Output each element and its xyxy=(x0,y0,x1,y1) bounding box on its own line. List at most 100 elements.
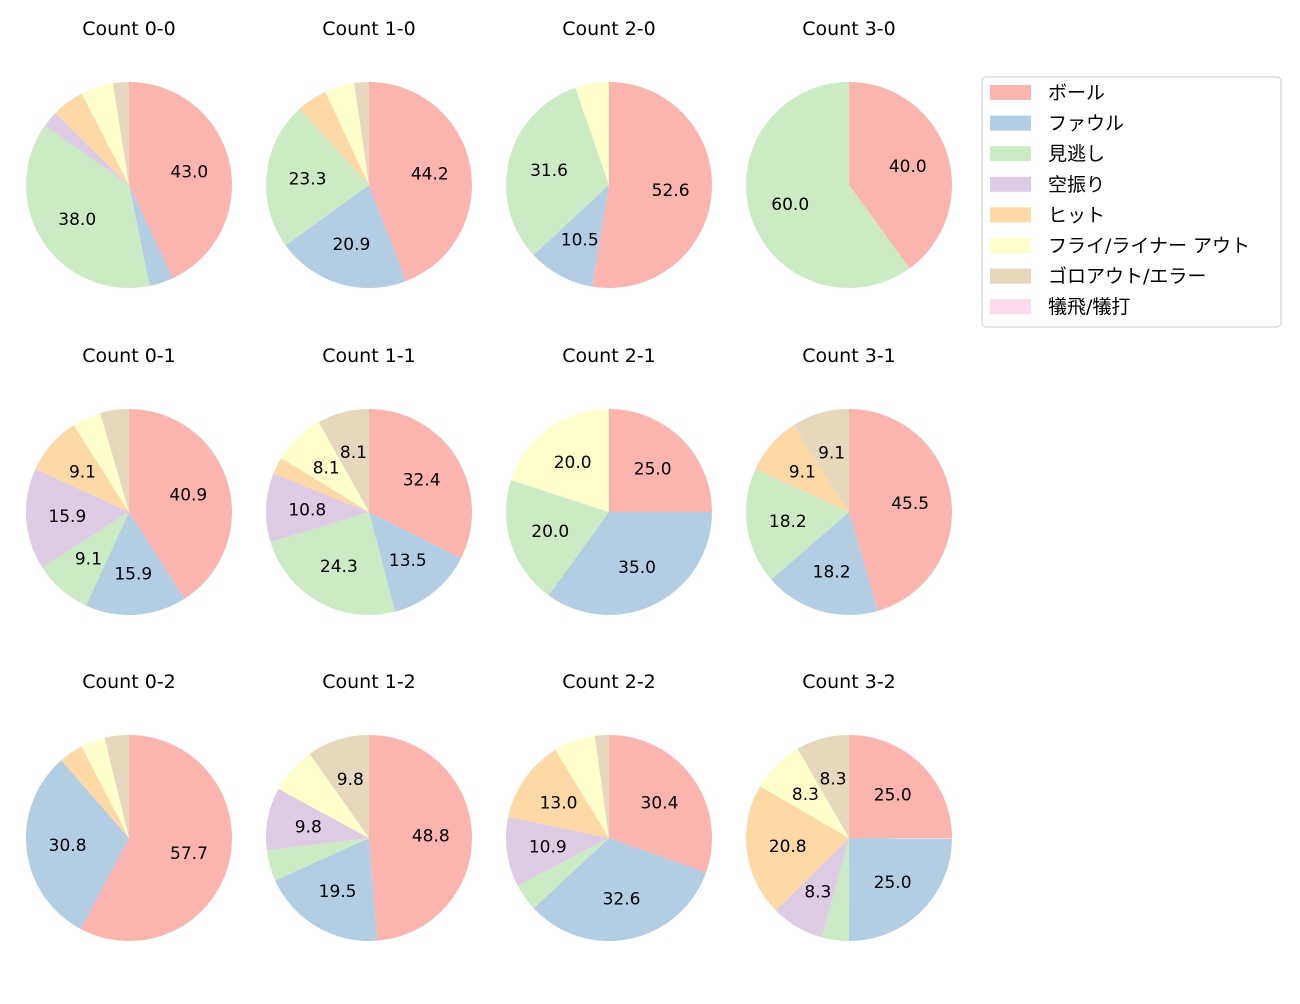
slice-label: 8.1 xyxy=(340,443,367,463)
slice-label: 35.0 xyxy=(618,558,656,578)
pie-title: Count 1-1 xyxy=(322,345,416,367)
legend-swatch xyxy=(990,207,1031,223)
pie-slice xyxy=(26,468,129,568)
pie-slice xyxy=(266,473,369,543)
pie-slice xyxy=(506,87,609,256)
pie-count-3-0: Count 3-0 40.0 60.0 xyxy=(746,18,953,288)
slice-label: 9.1 xyxy=(818,444,845,464)
pie-count-1-2: Count 1-2 48.8 19.5 9.8 9.8 xyxy=(266,671,472,942)
pie-slice xyxy=(55,93,129,185)
legend-swatch xyxy=(990,115,1031,131)
legend-label: ファウル xyxy=(1048,113,1124,135)
pie-slice xyxy=(369,512,461,612)
slice-label: 10.5 xyxy=(561,230,599,250)
slice-label: 48.8 xyxy=(412,827,450,847)
legend-swatch xyxy=(990,146,1031,162)
pie-slice xyxy=(266,838,369,881)
legend-swatch xyxy=(990,85,1031,100)
pie-count-3-2: Count 3-225.025.08.320.88.38.3 xyxy=(745,671,952,942)
pie-slice xyxy=(129,82,232,279)
pie-slice xyxy=(266,788,369,851)
slice-label: 18.2 xyxy=(769,512,807,532)
slice-label: 15.9 xyxy=(48,507,86,527)
pie-slice xyxy=(266,108,369,246)
pie-slice xyxy=(25,125,150,289)
pie-slice xyxy=(325,83,369,185)
pie-slice xyxy=(104,735,129,838)
legend-swatch xyxy=(990,268,1031,284)
pie-slice xyxy=(517,838,609,909)
pie-slice xyxy=(270,512,395,615)
pie-slice xyxy=(318,409,369,512)
pie-slice xyxy=(278,753,369,838)
legend-frame xyxy=(981,76,1282,328)
slice-label: 8.1 xyxy=(313,458,340,478)
pie-count-0-2: Count 0-2 57.7 30.8 xyxy=(25,671,233,942)
pie-count-0-0: Count 0-0 43.0 38.0 xyxy=(25,18,232,289)
slice-label: 30.8 xyxy=(49,836,87,856)
slice-label: 43.0 xyxy=(170,163,208,183)
slice-label: 9.1 xyxy=(789,463,816,483)
pie-slice xyxy=(755,425,849,512)
pie-slice xyxy=(506,480,609,596)
pie-title: Count 2-0 xyxy=(562,18,656,40)
slice-label: 45.5 xyxy=(891,494,929,514)
pie-count-0-1: Count 0-1 40.9 15.9 9.1 15.9 9.1 xyxy=(26,345,233,615)
slice-label: 40.9 xyxy=(169,486,207,506)
slice-label: 13.5 xyxy=(389,551,427,571)
pie-slice xyxy=(369,82,472,282)
pie-slice xyxy=(281,422,369,512)
pie-slice xyxy=(112,82,129,185)
legend-swatch xyxy=(990,176,1031,192)
pie-title: Count 3-0 xyxy=(802,18,896,40)
slice-label: 30.4 xyxy=(641,793,679,813)
pie-slice xyxy=(505,816,609,886)
slice-label: 9.8 xyxy=(337,770,364,790)
slice-label: 10.8 xyxy=(288,500,326,520)
pie-slice xyxy=(354,82,369,185)
slice-label: 60.0 xyxy=(771,195,809,215)
pie-slice xyxy=(548,512,712,615)
slice-label: 9.1 xyxy=(69,462,96,482)
pie-slice xyxy=(309,735,369,838)
pie-slice xyxy=(775,838,849,938)
pie-slice xyxy=(609,409,712,512)
slice-label: 57.7 xyxy=(170,844,208,864)
pie-title: Count 1-2 xyxy=(322,671,416,693)
pie-slice xyxy=(81,737,129,838)
pie-slice xyxy=(609,735,712,873)
slice-label: 20.8 xyxy=(769,837,807,857)
pie-slice xyxy=(35,425,130,512)
legend-swatch xyxy=(990,238,1031,253)
pie-slice xyxy=(849,409,952,611)
slice-label: 31.6 xyxy=(530,161,568,181)
slice-label: 13.0 xyxy=(540,793,578,813)
pie-slice xyxy=(821,838,849,941)
legend-label: 犠飛/犠打 xyxy=(1048,296,1130,318)
slice-label: 32.4 xyxy=(403,471,441,491)
slice-label: 18.2 xyxy=(813,562,851,582)
slice-label: 8.3 xyxy=(820,769,847,789)
pie-count-1-0: Count 1-0 44.2 20.9 23.3 xyxy=(266,18,472,288)
pie-slice xyxy=(275,838,378,942)
pie-count-2-0: Count 2-0 52.6 10.5 31.6 xyxy=(506,18,712,288)
pie-title: Count 0-0 xyxy=(82,18,176,40)
pie-slice xyxy=(25,760,130,930)
pie-slice xyxy=(73,413,129,512)
pie-slice xyxy=(511,409,609,512)
pie-slice xyxy=(508,750,609,838)
pie-slice xyxy=(848,838,952,942)
pie-slice xyxy=(369,409,472,559)
slice-label: 20.9 xyxy=(332,235,370,255)
slice-label: 8.3 xyxy=(804,882,831,902)
legend-swatch xyxy=(990,299,1031,315)
slice-label: 19.5 xyxy=(319,882,357,902)
pie-slice xyxy=(745,469,849,580)
pie-slice xyxy=(42,512,129,606)
pie-title: Count 0-2 xyxy=(82,671,176,693)
legend-label: ゴロアウト/エラー xyxy=(1048,266,1206,288)
pie-count-1-1: Count 1-1 32.4 13.5 24.3 10.8 8.18.1 xyxy=(266,345,472,615)
pie-count-2-1: Count 2-1 25.0 35.0 20.0 20.0 xyxy=(506,345,712,615)
